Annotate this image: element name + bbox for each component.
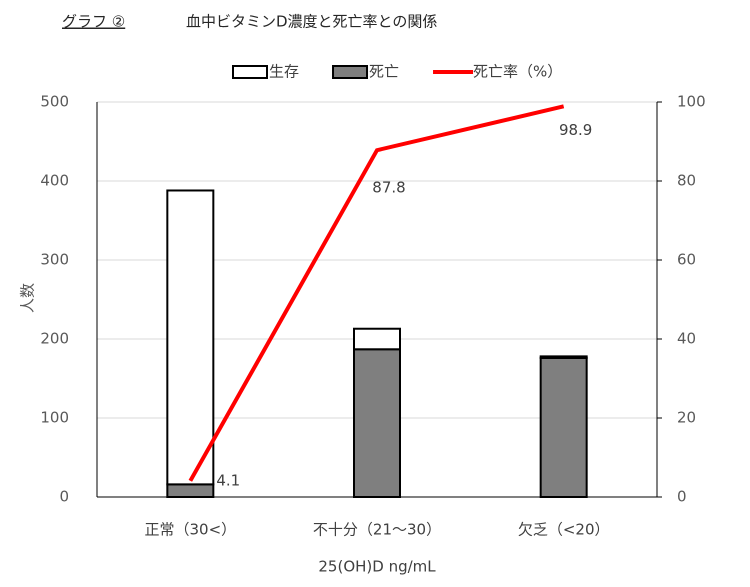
- bar: [539, 355, 588, 359]
- line-series: [188, 104, 565, 482]
- bar: [539, 356, 588, 498]
- y2-tick-label: 40: [677, 330, 696, 348]
- y-tick-label: 500: [40, 93, 69, 111]
- bar: [353, 327, 401, 351]
- y2-tick-label: 0: [677, 488, 687, 506]
- x-tick-label: 欠乏（<20）: [518, 521, 610, 539]
- legend-swatch: [332, 65, 369, 79]
- data-label: 98.9: [559, 121, 592, 139]
- x-axis-label: 25(OH)D ng/mL: [318, 558, 436, 576]
- bar: [353, 348, 401, 498]
- bar: [166, 483, 215, 498]
- chart-title: グラフ ②: [62, 13, 125, 31]
- y2-tick-label: 60: [677, 251, 696, 269]
- y-tick-label: 400: [40, 172, 69, 190]
- data-label: 4.1: [216, 471, 240, 489]
- y-tick-label: 300: [40, 251, 69, 269]
- y-axis-label: 人数: [19, 283, 37, 313]
- legend-label: 死亡: [369, 63, 399, 81]
- chart-subtitle: 血中ビタミンD濃度と死亡率との関係: [186, 13, 437, 31]
- x-tick-label: 正常（30<）: [145, 521, 237, 539]
- x-tick-label: 不十分（21～30）: [313, 521, 441, 539]
- legend-label: 生存: [269, 63, 299, 81]
- y2-tick-label: 100: [677, 93, 706, 111]
- legend-label: 死亡率（%）: [473, 63, 562, 81]
- legend-swatch: [232, 65, 268, 79]
- y-tick-label: 100: [40, 409, 69, 427]
- y-tick-label: 0: [59, 488, 69, 506]
- y2-tick-label: 20: [677, 409, 696, 427]
- y-tick-label: 200: [40, 330, 69, 348]
- bar: [166, 189, 215, 486]
- data-label: 87.8: [372, 179, 405, 197]
- y2-tick-label: 80: [677, 172, 696, 190]
